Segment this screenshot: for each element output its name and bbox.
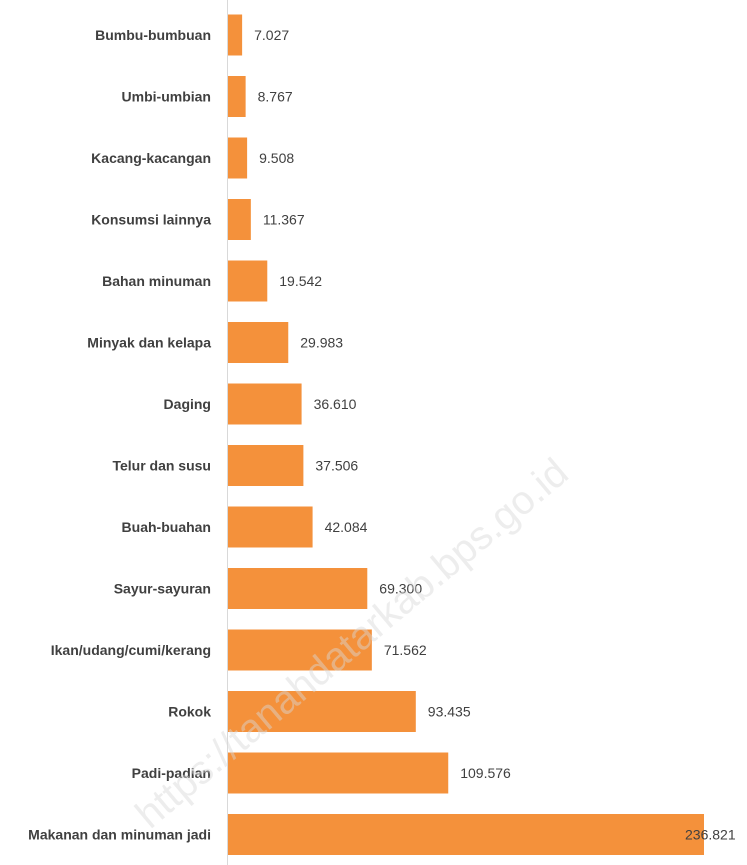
bar-0 — [228, 14, 243, 56]
category-label: Bumbu-bumbuan — [95, 27, 211, 43]
category-label: Bahan minuman — [102, 273, 211, 289]
value-label: 11.367 — [263, 212, 305, 228]
category-label: Daging — [164, 396, 211, 412]
value-label: 8.767 — [258, 89, 293, 105]
bars-layer — [228, 14, 704, 855]
category-label: Sayur-sayuran — [114, 581, 211, 597]
value-label: 29.983 — [300, 335, 343, 351]
category-label: Minyak dan kelapa — [87, 335, 211, 351]
bar-11 — [228, 691, 416, 732]
value-label: 71.562 — [384, 642, 427, 658]
bar-9 — [228, 568, 368, 609]
value-label: 9.508 — [259, 150, 294, 166]
bar-2 — [228, 137, 248, 179]
labels-layer: Bumbu-bumbuan 7.027 Umbi-umbian 8.767 Kacang… — [28, 27, 736, 843]
bar-5 — [228, 322, 289, 363]
category-label: Makanan dan minuman jadi — [28, 827, 211, 843]
value-label: 69.300 — [379, 581, 422, 597]
bar-3 — [228, 199, 251, 240]
value-label: 236.821 — [685, 827, 736, 843]
bar-13 — [228, 814, 704, 855]
value-label: 42.084 — [325, 519, 368, 535]
bar-6 — [228, 383, 302, 425]
bar-1 — [228, 76, 246, 117]
category-label: Padi-padian — [132, 765, 211, 781]
category-label: Kacang-kacangan — [91, 150, 211, 166]
category-label: Ikan/udang/cumi/kerang — [51, 642, 211, 658]
value-label: 109.576 — [460, 765, 511, 781]
category-label: Umbi-umbian — [122, 89, 211, 105]
category-label: Buah-buahan — [122, 519, 211, 535]
bar-12 — [228, 752, 449, 794]
value-label: 36.610 — [314, 396, 357, 412]
bar-8 — [228, 506, 313, 548]
value-label: 19.542 — [279, 273, 322, 289]
value-label: 37.506 — [315, 458, 358, 474]
bar-4 — [228, 260, 268, 302]
value-label: 7.027 — [254, 27, 289, 43]
category-label: Telur dan susu — [112, 458, 211, 474]
bar-10 — [228, 629, 372, 671]
bar-7 — [228, 445, 304, 486]
category-label: Rokok — [168, 704, 211, 720]
value-label: 93.435 — [428, 704, 471, 720]
category-label: Konsumsi lainnya — [91, 212, 211, 228]
